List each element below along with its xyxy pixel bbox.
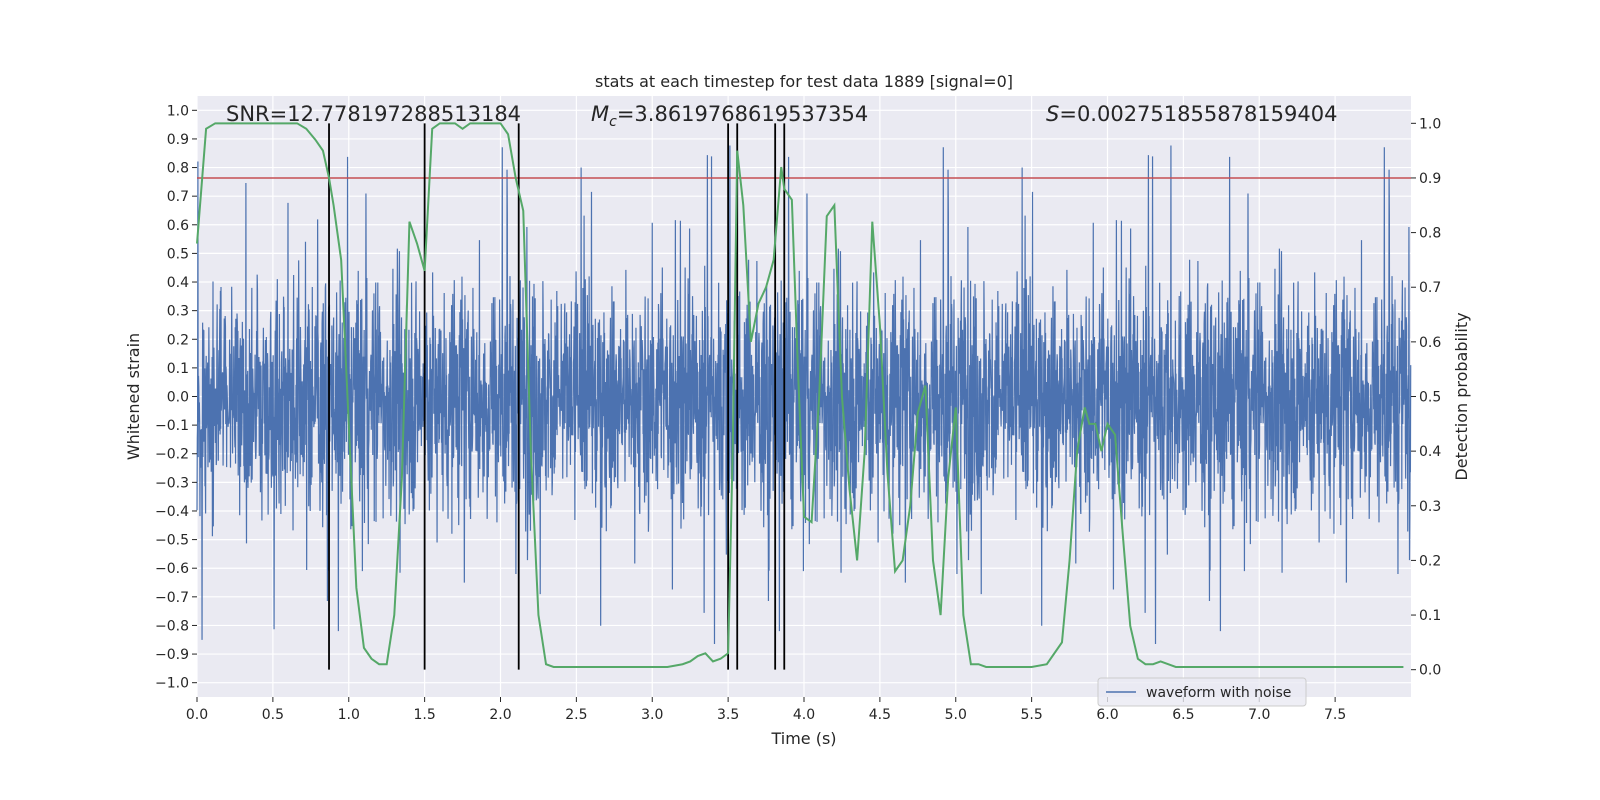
snr-annotation: SNR=12.778197288513184 xyxy=(226,102,521,126)
left-tick-label: 0.4 xyxy=(167,275,189,291)
x-tick-label: 1.0 xyxy=(338,707,360,723)
x-tick-label: 5.0 xyxy=(945,707,967,723)
right-tick-label: 0.5 xyxy=(1419,390,1441,406)
left-tick-label: −0.4 xyxy=(155,504,189,520)
right-tick-label: 1.0 xyxy=(1419,116,1441,132)
left-tick-label: 0.1 xyxy=(167,361,189,377)
left-tick-label: 0.9 xyxy=(167,132,189,148)
x-tick-label: 2.0 xyxy=(489,707,511,723)
left-tick-label: 0.3 xyxy=(167,304,189,320)
right-axis-ticks: 1.0 0.9 0.8 0.7 0.6 0.5 0.4 0.3 0.2 0.1 0.0 xyxy=(1411,116,1441,679)
mc-subscript: c xyxy=(609,114,617,130)
left-tick-label: 0.2 xyxy=(167,332,189,348)
left-axis-ticks: 1.0 0.9 0.8 0.7 0.6 0.5 0.4 0.3 0.2 0.1 0.0 −0.1 −0.… xyxy=(155,103,197,692)
left-tick-label: 0.0 xyxy=(167,390,189,406)
legend-box xyxy=(1097,677,1307,707)
left-tick-label: −0.5 xyxy=(155,533,189,549)
x-tick-label: 6.5 xyxy=(1172,707,1194,723)
right-tick-label: 0.4 xyxy=(1419,444,1441,460)
chart-title: stats at each timestep for test data 188… xyxy=(595,72,1013,91)
x-axis-ticks: 0.0 0.5 1.0 1.5 2.0 2.5 3.0 3.5 4.0 4.5 5.0 5.5 6.0 6… xyxy=(186,697,1346,723)
mc-value: =3.8619768619537354 xyxy=(617,102,868,126)
right-tick-label: 0.0 xyxy=(1419,663,1441,679)
right-tick-label: 0.9 xyxy=(1419,171,1441,187)
x-tick-label: 3.0 xyxy=(641,707,663,723)
x-tick-label: 4.0 xyxy=(793,707,815,723)
x-tick-label: 3.5 xyxy=(717,707,739,723)
left-tick-label: −0.8 xyxy=(155,618,189,634)
x-tick-label: 1.5 xyxy=(413,707,435,723)
x-tick-label: 0.5 xyxy=(262,707,284,723)
legend-label: waveform with noise xyxy=(1146,685,1291,701)
left-tick-label: 0.7 xyxy=(167,189,189,205)
left-tick-label: −0.1 xyxy=(155,418,189,434)
x-tick-label: 4.5 xyxy=(869,707,891,723)
legend: waveform with noise xyxy=(1097,677,1307,707)
left-tick-label: −1.0 xyxy=(155,676,189,692)
s-annotation: S=0.002751855878159404 xyxy=(1046,102,1337,126)
y-axis-label-left: Whitened strain xyxy=(124,333,143,460)
left-tick-label: 0.8 xyxy=(167,161,189,177)
vertical-markers xyxy=(328,123,786,670)
x-tick-label: 7.5 xyxy=(1324,707,1346,723)
x-tick-label: 7.0 xyxy=(1248,707,1270,723)
left-tick-label: 1.0 xyxy=(167,103,189,119)
right-tick-label: 0.6 xyxy=(1419,335,1441,351)
y-axis-label-right: Detection probability xyxy=(1452,312,1471,480)
probability-series xyxy=(196,122,1404,668)
right-tick-label: 0.2 xyxy=(1419,553,1441,569)
s-value: =0.002751855878159404 xyxy=(1059,102,1337,126)
left-tick-label: −0.3 xyxy=(155,475,189,491)
x-tick-label: 6.0 xyxy=(1096,707,1118,723)
strain-series xyxy=(196,145,1412,645)
right-tick-label: 0.1 xyxy=(1419,608,1441,624)
right-tick-label: 0.3 xyxy=(1419,499,1441,515)
mc-annotation: Mc=3.8619768619537354 xyxy=(591,102,868,130)
s-symbol: S xyxy=(1046,102,1059,126)
left-tick-label: −0.7 xyxy=(155,590,189,606)
left-tick-label: 0.6 xyxy=(167,218,189,234)
probability-line xyxy=(196,122,1404,668)
left-tick-label: −0.6 xyxy=(155,561,189,577)
x-tick-label: 0.0 xyxy=(186,707,208,723)
strain-line xyxy=(196,145,1412,645)
right-tick-label: 0.7 xyxy=(1419,280,1441,296)
left-tick-label: 0.5 xyxy=(167,246,189,262)
x-tick-label: 2.5 xyxy=(565,707,587,723)
left-tick-label: −0.2 xyxy=(155,447,189,463)
left-tick-label: −0.9 xyxy=(155,647,189,663)
mc-symbol: M xyxy=(591,102,609,126)
x-tick-label: 5.5 xyxy=(1020,707,1042,723)
x-axis-label: Time (s) xyxy=(770,729,836,748)
right-tick-label: 0.8 xyxy=(1419,226,1441,242)
